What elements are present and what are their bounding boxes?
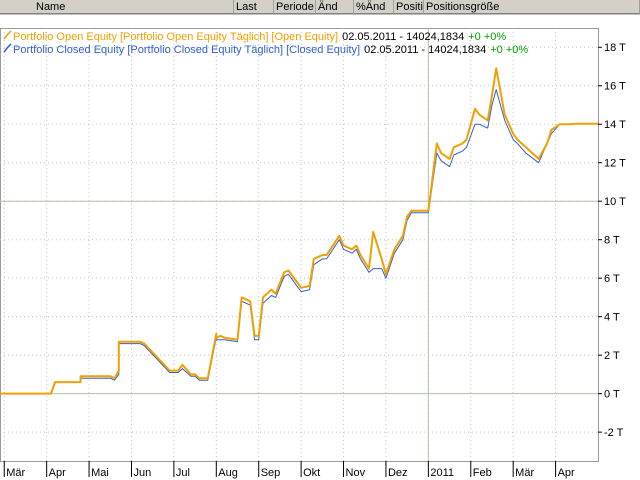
x-tick-label: Jul <box>176 467 190 479</box>
column-header-2[interactable]: Periode <box>274 0 316 14</box>
column-header-5[interactable]: Positi <box>396 0 424 14</box>
legend-series-change: +0 +0% <box>468 31 506 43</box>
legend-entry[interactable]: Portfolio Closed Equity [Portfolio Close… <box>3 43 528 56</box>
y-tick-label: 8 T <box>604 235 620 247</box>
svg-text:Portfolio Open Equity [Portfol: Portfolio Open Equity [Portfolio Open Eq… <box>13 31 506 43</box>
y-tick-label: 12 T <box>604 158 626 170</box>
legend-series-value: 02.05.2011 - 14024,1834 <box>342 31 464 43</box>
y-tick-label: 6 T <box>604 273 620 285</box>
legend-series-name: Portfolio Open Equity [Portfolio Open Eq… <box>13 31 338 43</box>
legend-series-name: Portfolio Closed Equity [Portfolio Close… <box>13 44 360 56</box>
x-tick-label: Feb <box>473 467 492 479</box>
x-tick-label: Jun <box>133 467 151 479</box>
x-tick-label: Nov <box>346 467 366 479</box>
x-tick-label: Sep <box>261 467 281 479</box>
legend-series-value: 02.05.2011 - 14024,1834 <box>364 44 486 56</box>
column-header-0[interactable]: Name <box>0 0 234 14</box>
plot-area-border <box>0 28 599 462</box>
y-tick-label: 10 T <box>604 196 626 208</box>
column-header-4[interactable]: %Änd <box>354 0 394 14</box>
y-tick-label: 14 T <box>604 119 626 131</box>
column-header-1[interactable]: Last <box>234 0 274 14</box>
svg-text:Portfolio Closed Equity [Portf: Portfolio Closed Equity [Portfolio Close… <box>13 44 528 56</box>
y-tick-label: -2 T <box>604 427 624 439</box>
x-tick-label: Apr <box>558 467 575 479</box>
line-series-icon <box>3 43 12 53</box>
legend-entry[interactable]: Portfolio Open Equity [Portfolio Open Eq… <box>3 30 506 43</box>
y-tick-label: 2 T <box>604 350 620 362</box>
series-line-closed-equity <box>0 89 598 395</box>
y-tick-label: 4 T <box>604 312 620 324</box>
x-tick-label: Aug <box>218 467 238 479</box>
x-tick-label: Apr <box>49 467 66 479</box>
x-tick-label: Okt <box>303 467 320 479</box>
x-tick-label: Mai <box>91 467 109 479</box>
x-tick-label: Dez <box>388 467 408 479</box>
x-tick-label: Mär <box>6 467 25 479</box>
y-tick-label: 18 T <box>604 42 626 54</box>
x-tick-label: Mär <box>515 467 534 479</box>
series-line-open-equity <box>0 67 598 395</box>
y-tick-label: 16 T <box>604 81 626 93</box>
line-series-icon <box>3 30 12 40</box>
column-header-bar: Name Last Periode Änd %Änd Positi Positionsgrö… <box>0 0 640 14</box>
column-header-3[interactable]: Änd <box>316 0 354 14</box>
y-tick-label: 0 T <box>604 389 620 401</box>
legend-series-change: +0 +0% <box>490 44 528 56</box>
x-tick-label: 2011 <box>430 467 454 479</box>
